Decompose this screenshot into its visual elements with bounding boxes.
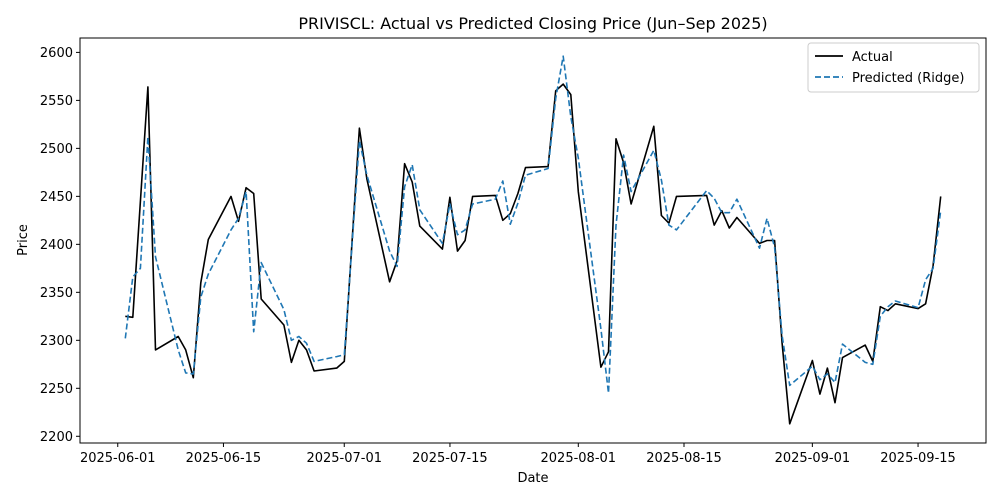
series-line-actual — [125, 83, 942, 425]
x-axis: 2025-06-01 2025-06-15 2025-07-01 2025-07-15… — [80, 443, 956, 466]
x-tick-label: 2025-07-01 — [306, 451, 382, 466]
x-tick-label: 2025-09-01 — [775, 451, 851, 466]
legend-label-actual: Actual — [852, 50, 893, 65]
legend: Actual Predicted (Ridge) — [807, 42, 980, 93]
plot-area — [124, 55, 942, 425]
x-tick-label: 2025-09-15 — [880, 451, 956, 466]
x-tick-label: 2025-06-15 — [186, 451, 262, 466]
y-axis: 2200 2250 2300 2350 2400 2450 2500 2550 2600 — [40, 46, 80, 445]
y-tick-label: 2550 — [40, 94, 73, 109]
y-tick-label: 2400 — [40, 238, 73, 253]
legend-box — [807, 42, 980, 93]
y-tick-label: 2600 — [40, 46, 73, 61]
x-tick-label: 2025-06-01 — [80, 451, 156, 466]
y-tick-label: 2500 — [40, 142, 73, 157]
legend-label-predicted: Predicted (Ridge) — [852, 71, 964, 86]
y-tick-label: 2300 — [40, 334, 73, 349]
series-line-predicted — [124, 55, 942, 394]
y-tick-label: 2350 — [40, 286, 73, 301]
y-tick-label: 2200 — [40, 430, 73, 445]
chart-title: PRIVISCL: Actual vs Predicted Closing Pr… — [298, 14, 767, 33]
x-tick-label: 2025-08-01 — [541, 451, 617, 466]
x-axis-label: Date — [517, 471, 548, 486]
x-tick-label: 2025-07-15 — [412, 451, 488, 466]
x-tick-label: 2025-08-15 — [646, 451, 722, 466]
y-tick-label: 2250 — [40, 382, 73, 397]
plot-frame — [79, 37, 987, 444]
y-tick-label: 2450 — [40, 190, 73, 205]
y-axis-label: Price — [16, 224, 31, 256]
